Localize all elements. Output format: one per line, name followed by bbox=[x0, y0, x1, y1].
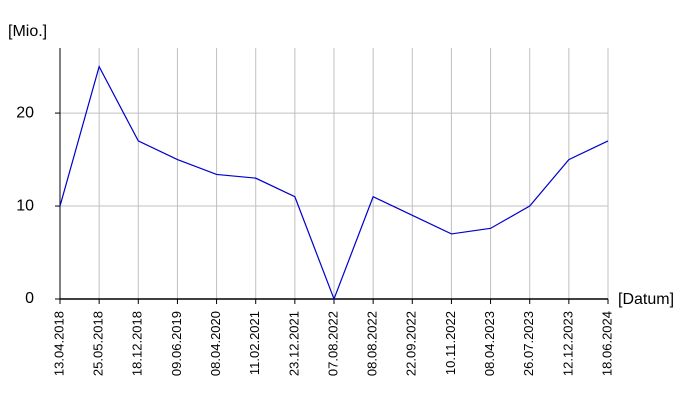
x-tick-label: 11.02.2021 bbox=[247, 311, 262, 375]
x-tick-label: 13.04.2018 bbox=[51, 311, 66, 376]
x-tick-label: 25.05.2018 bbox=[91, 311, 106, 376]
x-axis-label: [Datum] bbox=[618, 291, 674, 308]
y-axis-label: [Mio.] bbox=[8, 23, 47, 40]
y-tick-label: 20 bbox=[16, 104, 34, 121]
x-tick-label: 08.08.2022 bbox=[365, 311, 380, 376]
x-tick-label: 07.08.2022 bbox=[325, 311, 340, 376]
line-series bbox=[59, 64, 609, 301]
x-tick-label: 10.11.2022 bbox=[443, 311, 458, 375]
x-tick-label: 23.12.2021 bbox=[286, 311, 301, 376]
x-tick-label: 12.12.2023 bbox=[560, 311, 575, 376]
x-tick-label: 08.04.2023 bbox=[482, 311, 497, 376]
x-tick-label: 26.07.2023 bbox=[521, 311, 536, 376]
x-tick-label: 18.06.2024 bbox=[599, 311, 614, 376]
x-tick-label: 18.12.2018 bbox=[130, 311, 145, 376]
x-tick-label: 08.04.2020 bbox=[208, 311, 223, 376]
y-tick-label: 10 bbox=[16, 197, 34, 214]
y-tick-label: 0 bbox=[25, 290, 34, 307]
x-tick-label: 09.06.2019 bbox=[169, 311, 184, 376]
x-tick-label: 22.09.2022 bbox=[404, 311, 419, 376]
